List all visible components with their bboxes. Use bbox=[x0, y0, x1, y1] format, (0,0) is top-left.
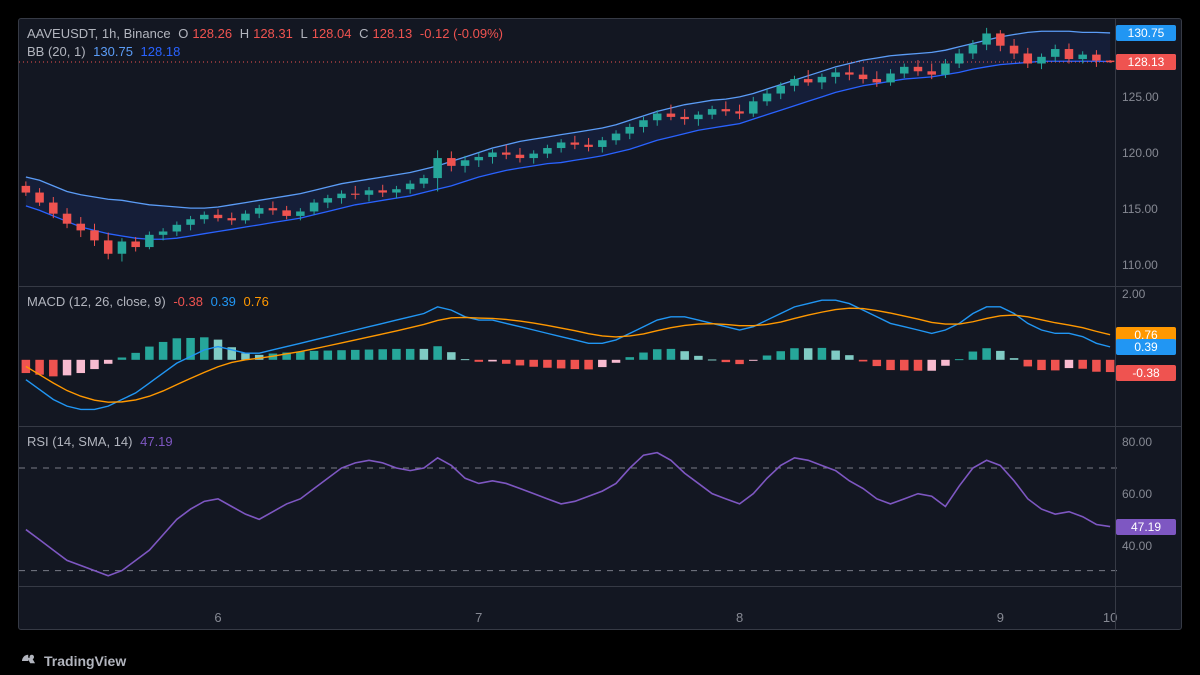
rsi-badge: 47.19 bbox=[1116, 519, 1176, 535]
y-tick: 40.00 bbox=[1122, 539, 1152, 553]
x-tick: 7 bbox=[475, 610, 482, 625]
price-pane[interactable]: AAVEUSDT, 1h, Binance O128.26 H128.31 L1… bbox=[19, 19, 1117, 287]
tradingview-watermark: TradingView bbox=[22, 653, 126, 669]
x-tick: 6 bbox=[214, 610, 221, 625]
y-tick: 80.00 bbox=[1122, 435, 1152, 449]
watermark-text: TradingView bbox=[44, 653, 126, 669]
price-axis[interactable]: 110.00115.00120.00125.00130.75128.18128.… bbox=[1116, 19, 1181, 287]
app-root: AAVEUSDT, 1h, Binance O128.26 H128.31 L1… bbox=[0, 0, 1200, 675]
y-tick: 60.00 bbox=[1122, 487, 1152, 501]
rsi-axis[interactable]: 40.00 60.00 80.00 47.19 bbox=[1116, 427, 1181, 587]
y-tick: 125.00 bbox=[1122, 90, 1159, 104]
price-badge: 128.13 bbox=[1116, 54, 1176, 70]
y-tick: 115.00 bbox=[1122, 202, 1158, 216]
price-badge: 130.75 bbox=[1116, 25, 1176, 41]
macd-pane[interactable]: MACD (12, 26, close, 9) -0.38 0.39 0.76 bbox=[19, 287, 1117, 427]
macd-badge: 0.39 bbox=[1116, 339, 1176, 355]
macd-axis[interactable]: 2.000.760.39-0.38 bbox=[1116, 287, 1181, 427]
chart-container[interactable]: AAVEUSDT, 1h, Binance O128.26 H128.31 L1… bbox=[18, 18, 1182, 630]
x-tick: 8 bbox=[736, 610, 743, 625]
y-tick: 2.00 bbox=[1122, 287, 1145, 301]
y-tick: 120.00 bbox=[1122, 146, 1159, 160]
x-tick: 9 bbox=[997, 610, 1004, 625]
x-axis-spacer[interactable] bbox=[1116, 587, 1181, 630]
rsi-pane[interactable]: RSI (14, SMA, 14) 47.19 bbox=[19, 427, 1117, 587]
y-axis-column[interactable]: 110.00115.00120.00125.00130.75128.18128.… bbox=[1115, 19, 1181, 629]
plot-column[interactable]: AAVEUSDT, 1h, Binance O128.26 H128.31 L1… bbox=[19, 19, 1117, 629]
x-axis-pane[interactable]: 678910 bbox=[19, 587, 1117, 630]
tradingview-logo-icon bbox=[22, 653, 38, 669]
macd-badge: -0.38 bbox=[1116, 365, 1176, 381]
y-tick: 110.00 bbox=[1122, 258, 1158, 272]
